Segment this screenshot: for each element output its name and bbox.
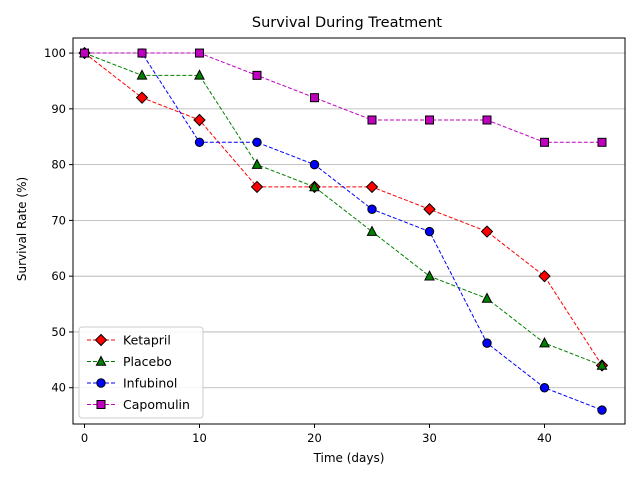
series-ketapril — [78, 46, 609, 372]
data-point-infubinol — [482, 338, 492, 348]
y-axis-ticks: 40 50 60 70 80 90 100 — [44, 46, 73, 395]
legend-marker-placebo — [95, 355, 107, 366]
x-axis-ticks: 0 10 20 30 40 — [81, 424, 552, 445]
y-tick-label: 50 — [51, 325, 66, 339]
plot-frame — [72, 37, 626, 425]
legend-label-capomulin: Capomulin — [123, 397, 190, 412]
data-point-placebo — [136, 69, 148, 80]
data-point-placebo — [539, 337, 550, 348]
data-point-ketapril — [365, 180, 379, 194]
data-point-ketapril — [135, 91, 149, 104]
x-tick-label: 30 — [422, 431, 437, 445]
legend-box — [78, 326, 204, 419]
y-tick-label: 90 — [51, 102, 66, 116]
data-point-capomulin — [597, 137, 607, 147]
data-point-infubinol — [367, 204, 377, 214]
y-tick-label: 40 — [51, 381, 66, 395]
series-line-capomulin — [84, 52, 602, 143]
series-capomulin — [80, 48, 607, 147]
x-tick-label: 20 — [307, 431, 322, 445]
data-point-ketapril — [423, 203, 436, 216]
data-point-placebo — [596, 359, 608, 370]
data-point-capomulin — [367, 115, 377, 125]
data-point-capomulin — [482, 115, 492, 125]
x-tick-label: 10 — [192, 431, 207, 445]
legend-label-ketapril: Ketapril — [123, 333, 171, 348]
series-line-infubinol — [84, 52, 603, 411]
legend-marker-infubinol — [96, 378, 106, 388]
data-point-placebo — [194, 69, 205, 80]
chart-title: Survival During Treatment — [252, 15, 443, 31]
legend-marker-capomulin — [96, 400, 106, 409]
y-tick-label: 100 — [44, 46, 66, 60]
y-axis-label: Survival Rate (%) — [15, 177, 29, 281]
data-point-infubinol — [309, 159, 320, 170]
data-point-capomulin — [137, 48, 147, 58]
data-point-ketapril — [538, 269, 551, 283]
data-point-capomulin — [540, 137, 549, 147]
data-point-infubinol — [252, 137, 262, 148]
data-point-ketapril — [480, 225, 494, 238]
data-point-placebo — [424, 270, 435, 281]
data-point-placebo — [481, 292, 493, 303]
series-line-ketapril — [84, 52, 603, 366]
legend-marker-ketapril — [94, 333, 108, 347]
y-tick-label: 70 — [51, 213, 66, 227]
data-point-placebo — [309, 180, 320, 192]
x-axis-label: Time (days) — [313, 451, 385, 465]
y-tick-label: 80 — [51, 158, 66, 172]
data-point-capomulin — [80, 48, 89, 58]
data-point-capomulin — [310, 93, 319, 103]
data-point-ketapril — [250, 180, 264, 194]
series-placebo — [79, 46, 608, 370]
data-point-infubinol — [597, 405, 607, 415]
data-point-capomulin — [425, 115, 434, 125]
data-point-infubinol — [424, 226, 435, 237]
series-line-placebo — [84, 52, 603, 366]
series-group — [78, 46, 609, 415]
data-point-infubinol — [194, 137, 205, 148]
data-point-placebo — [251, 158, 263, 169]
legend-label-infubinol: Infubinol — [123, 376, 177, 391]
data-point-capomulin — [195, 48, 204, 58]
data-point-placebo — [366, 225, 378, 236]
x-tick-label: 0 — [81, 431, 88, 445]
data-point-capomulin — [252, 70, 262, 80]
x-tick-label: 40 — [537, 431, 552, 445]
data-point-ketapril — [193, 113, 206, 127]
legend-label-placebo: Placebo — [123, 354, 172, 369]
legend: Ketapril Placebo Infubinol Capomulin — [78, 326, 204, 419]
y-tick-label: 60 — [51, 269, 66, 283]
data-point-infubinol — [539, 383, 550, 393]
